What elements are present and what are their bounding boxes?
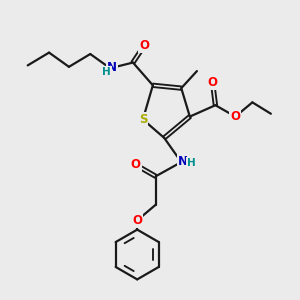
Text: O: O [132,214,142,227]
Text: N: N [107,61,117,74]
Text: S: S [139,113,147,126]
Text: O: O [131,158,141,171]
Text: O: O [139,39,149,52]
Text: N: N [178,155,188,168]
Text: H: H [102,67,111,77]
Text: O: O [230,110,240,123]
Text: H: H [187,158,196,168]
Text: O: O [208,76,218,89]
